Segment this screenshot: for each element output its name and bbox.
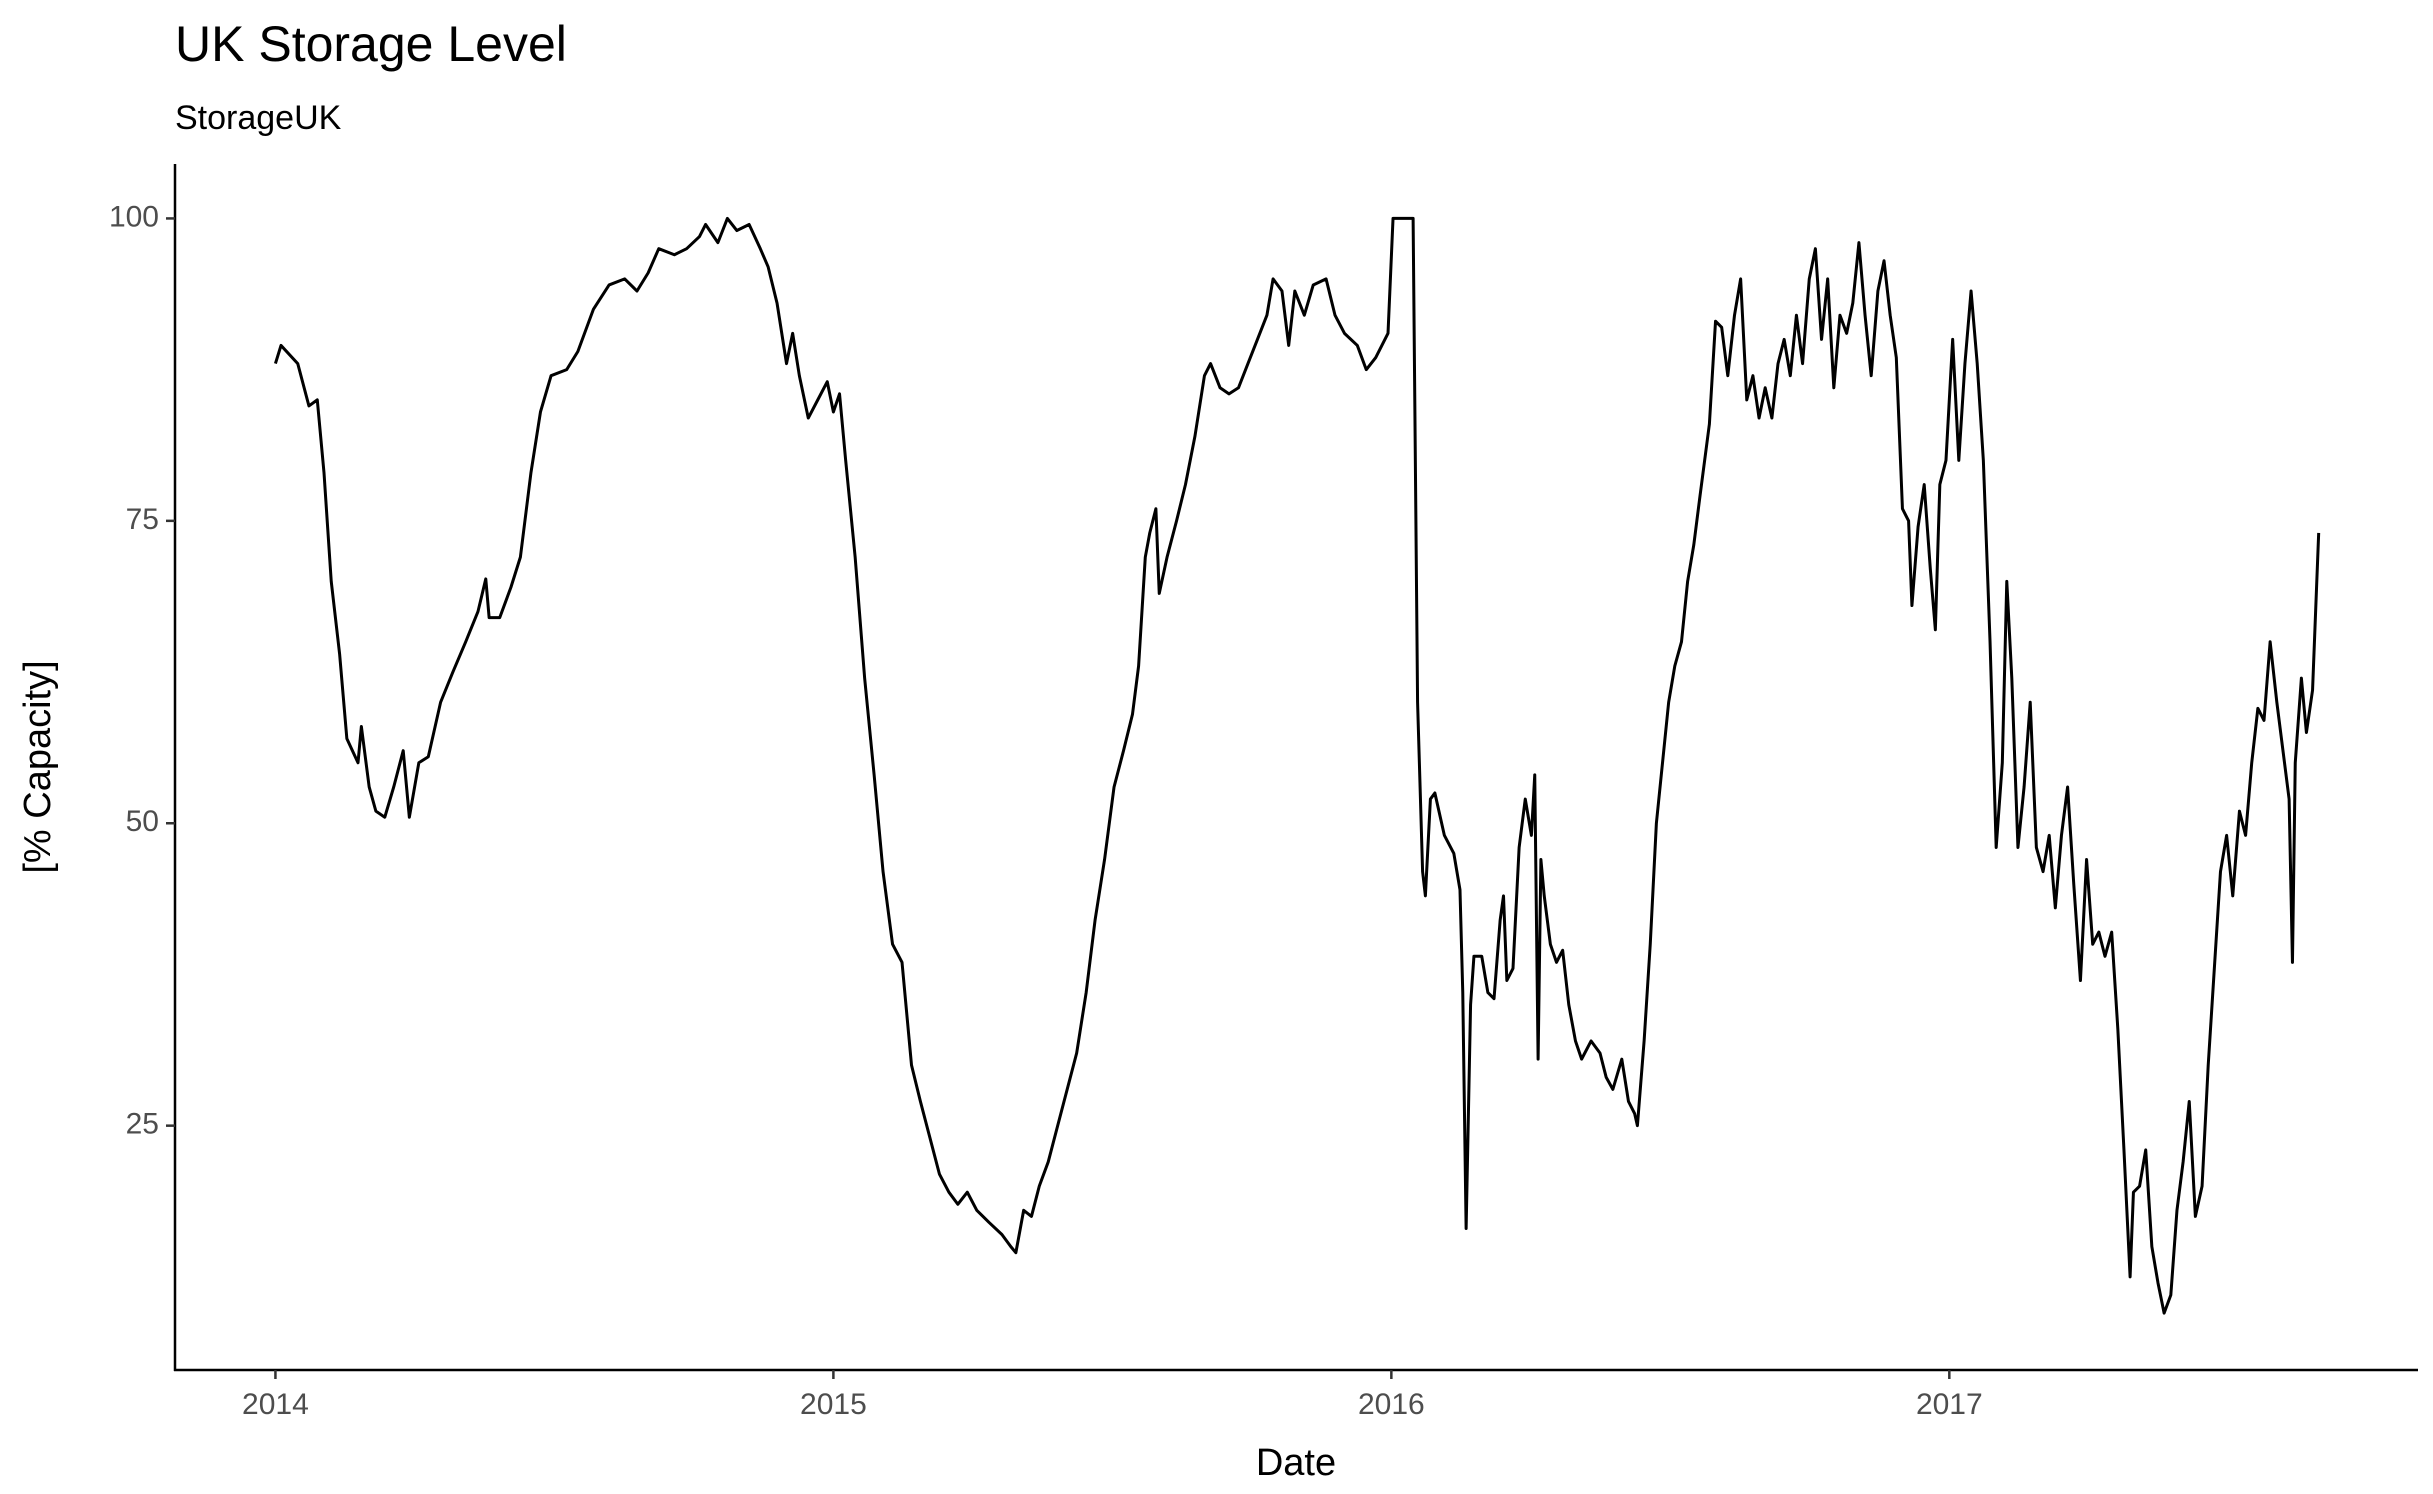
- data-line: [273, 216, 2321, 1315]
- x-axis-title: Date: [1256, 1442, 1336, 1484]
- chart-title: UK Storage Level: [175, 16, 567, 72]
- y-axis-title: [% Capacity]: [17, 660, 59, 873]
- x-tick-label: 2014: [242, 1388, 309, 1421]
- x-tick-label: 2015: [800, 1388, 867, 1421]
- chart-subtitle: StorageUK: [175, 99, 342, 137]
- y-tick-label: 75: [126, 503, 159, 536]
- y-tick-label: 25: [126, 1108, 159, 1141]
- y-tick-label: 50: [126, 805, 159, 838]
- y-tick-label: 100: [109, 200, 159, 233]
- x-tick-label: 2017: [1916, 1388, 1983, 1421]
- x-tick-label: 2016: [1358, 1388, 1425, 1421]
